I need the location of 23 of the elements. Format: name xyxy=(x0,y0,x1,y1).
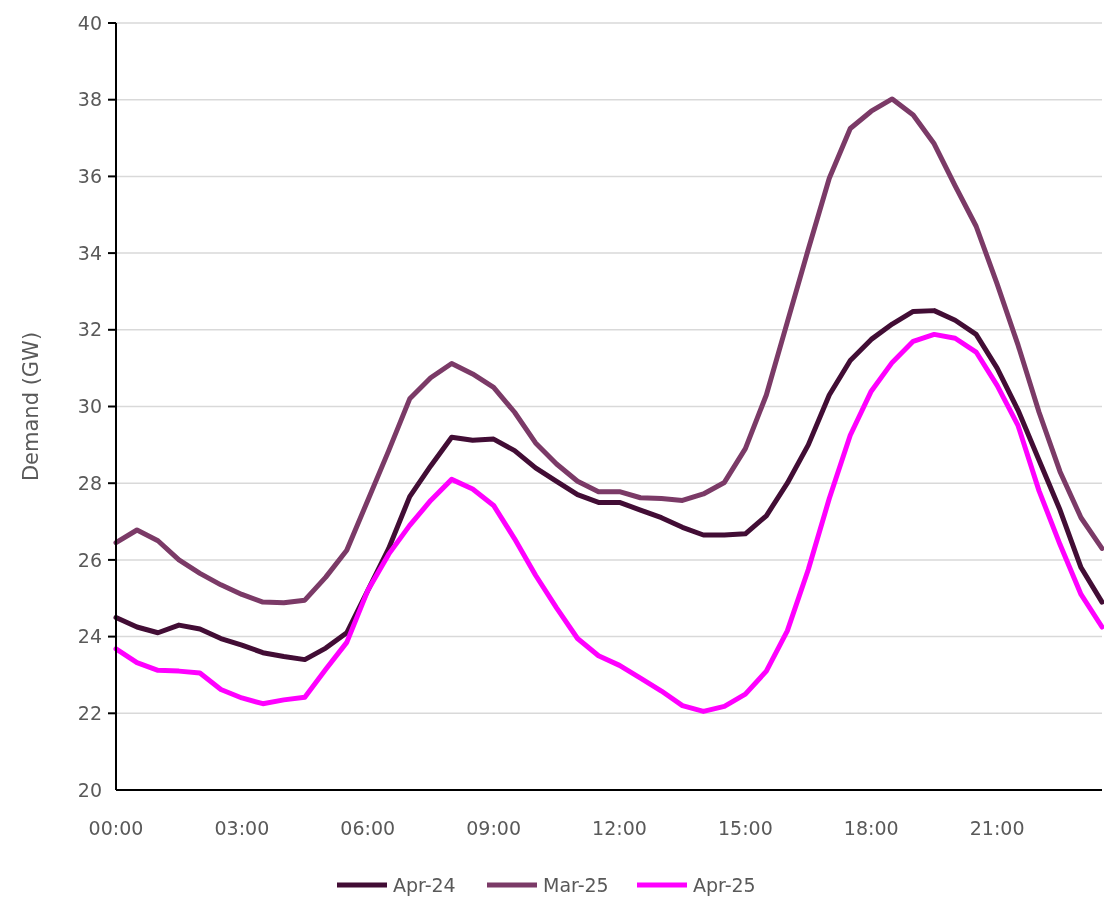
y-tick-label: 28 xyxy=(77,471,102,494)
y-tick-label: 22 xyxy=(77,701,102,724)
y-tick-label: 32 xyxy=(77,318,102,341)
x-tick-label: 18:00 xyxy=(843,817,899,839)
legend-label: Mar-25 xyxy=(543,873,609,896)
y-tick-label: 34 xyxy=(77,241,102,264)
x-tick-label: 15:00 xyxy=(717,817,773,839)
x-tick-label: 12:00 xyxy=(592,817,647,839)
y-tick-label: 30 xyxy=(77,395,102,418)
y-tick-label: 36 xyxy=(77,165,102,188)
legend-label: Apr-24 xyxy=(393,873,456,896)
x-tick-label: 21:00 xyxy=(969,817,1025,839)
x-tick-label: 03:00 xyxy=(214,817,270,839)
y-axis-title: Demand (GW) xyxy=(19,331,43,482)
y-tick-label: 40 xyxy=(77,11,102,34)
y-tick-label: 26 xyxy=(77,548,102,571)
y-tick-label: 20 xyxy=(77,778,102,801)
x-tick-label: 00:00 xyxy=(88,817,144,839)
legend-label: Apr-25 xyxy=(693,873,756,896)
y-tick-label: 38 xyxy=(77,88,102,111)
x-tick-label: 06:00 xyxy=(340,817,396,839)
x-tick-label: 09:00 xyxy=(466,817,521,839)
y-tick-label: 24 xyxy=(77,625,102,648)
